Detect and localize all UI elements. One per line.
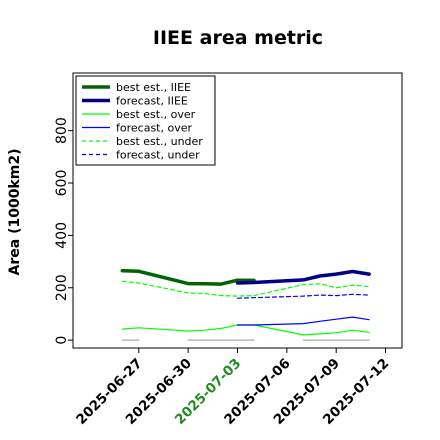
y-tick-label: 400 xyxy=(54,222,70,249)
series-line-best-est-iiee xyxy=(120,268,256,286)
plot-area: 02004006008002025-06-272025-06-302025-07… xyxy=(54,72,403,428)
legend-label: best est., IIEE xyxy=(116,81,191,94)
series-line-best-est-under xyxy=(121,280,370,297)
y-tick-label: 600 xyxy=(54,170,70,197)
series-line-forecast-iiee xyxy=(235,269,371,285)
chart-title: IIEE area metric xyxy=(153,27,323,49)
y-tick-label: 200 xyxy=(54,274,70,301)
series-line-forecast-under xyxy=(236,293,370,299)
legend-label: forecast, under xyxy=(116,149,200,162)
legend-label: best est., over xyxy=(116,108,196,121)
legend-label: forecast, over xyxy=(116,122,192,135)
y-tick-label: 800 xyxy=(54,117,70,144)
legend-label: forecast, IIEE xyxy=(116,95,188,108)
series-line-best-est-over xyxy=(121,324,370,336)
series-line-forecast-over xyxy=(236,316,370,326)
y-tick-label: 0 xyxy=(54,336,70,345)
legend-box xyxy=(75,75,216,166)
legend-label: best est., under xyxy=(116,135,203,148)
y-axis-label: Area (1000km2) xyxy=(7,149,23,276)
